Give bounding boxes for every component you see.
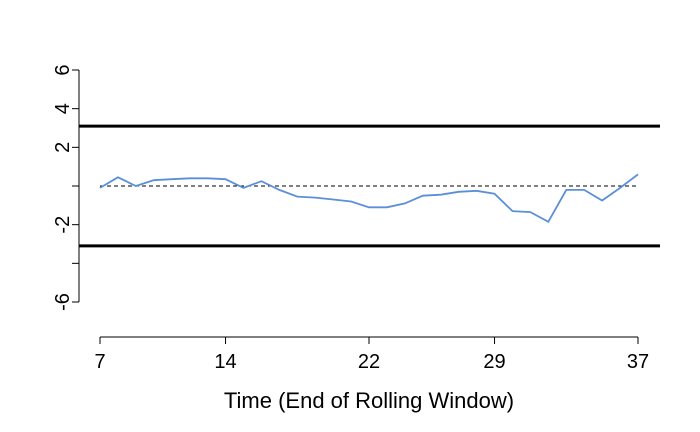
x-tick-label: 29: [483, 351, 505, 373]
reference-lines: [79, 124, 660, 248]
series-line: [99, 173, 639, 224]
y-tick-label: -2: [52, 216, 74, 234]
x-tick-label: 14: [214, 351, 236, 373]
x-axis: 7 14 22 29 37: [94, 336, 649, 373]
x-tick-label: 22: [358, 351, 380, 373]
y-axis: -6 -2 2 4 6: [52, 64, 80, 311]
x-tick-label: 37: [627, 351, 649, 373]
series-group: [99, 173, 639, 224]
y-tick-label: 2: [52, 142, 74, 153]
y-tick-label: 4: [52, 103, 74, 114]
y-tick-label: -6: [52, 293, 74, 311]
x-axis-title: Time (End of Rolling Window): [224, 388, 514, 413]
y-tick-label: 6: [52, 64, 74, 75]
x-tick-label: 7: [94, 351, 105, 373]
